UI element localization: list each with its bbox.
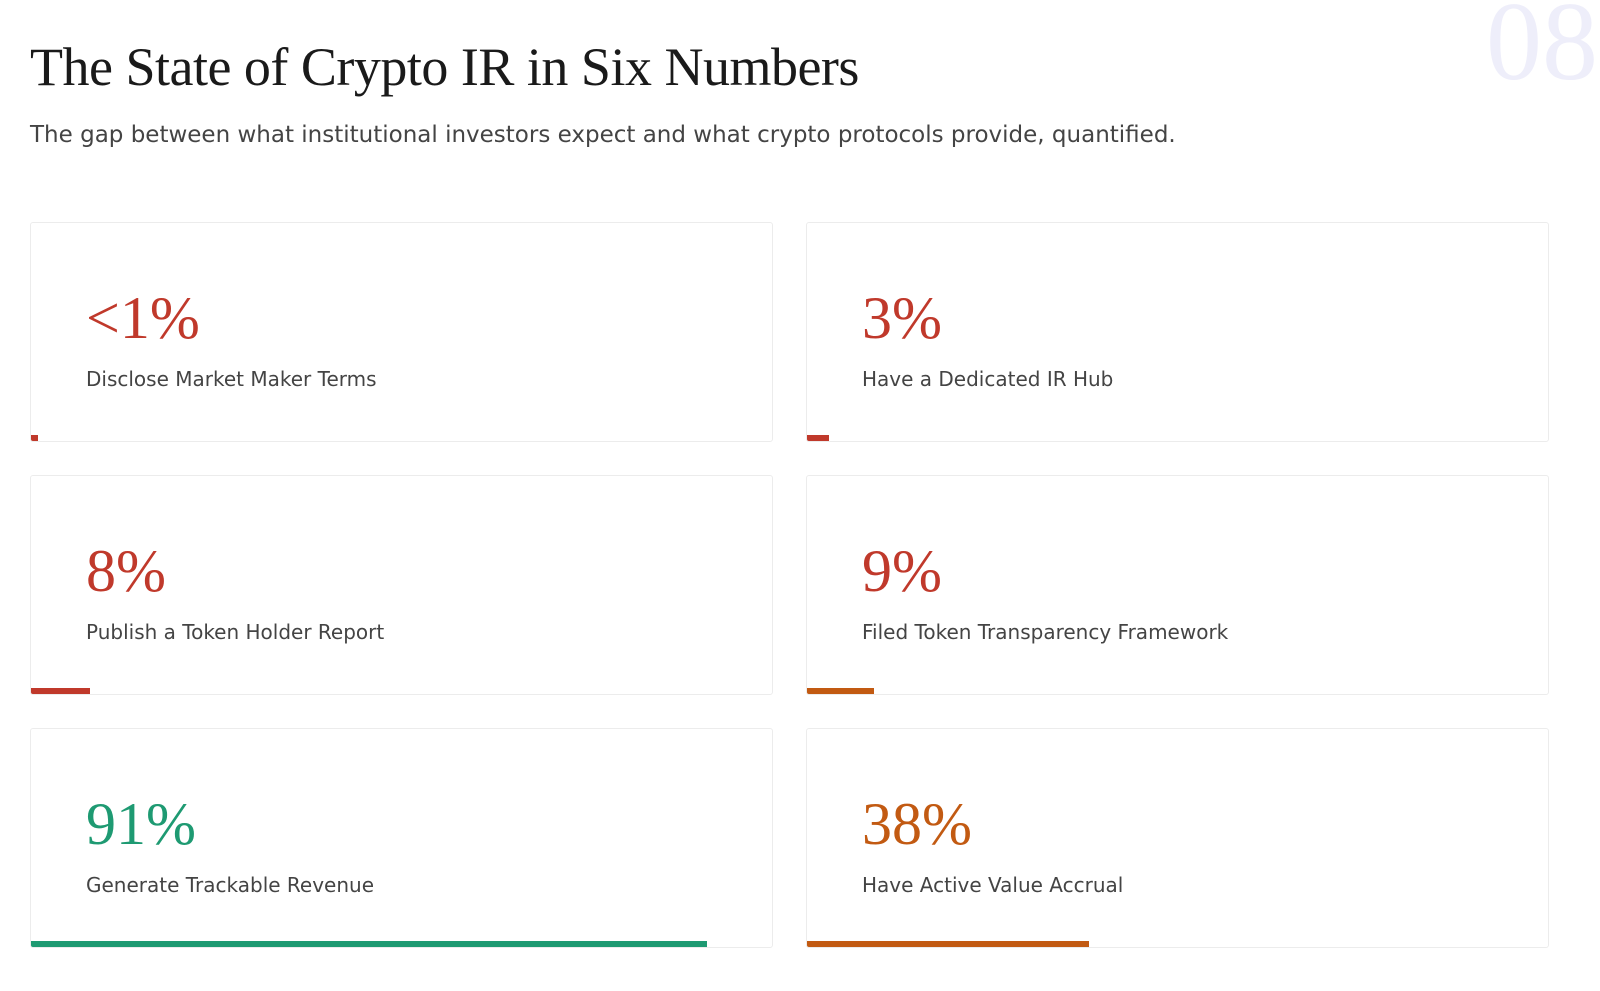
stat-label: Have Active Value Accrual [862, 873, 1124, 897]
progress-bar [807, 688, 874, 694]
stat-label: Have a Dedicated IR Hub [862, 367, 1114, 391]
stat-card: 38% Have Active Value Accrual [806, 728, 1549, 948]
progress-bar [807, 435, 830, 441]
stat-value: 9% [862, 538, 942, 604]
stat-card: 8% Publish a Token Holder Report [30, 475, 773, 695]
stat-card: 91% Generate Trackable Revenue [30, 728, 773, 948]
stat-label: Filed Token Transparency Framework [862, 620, 1229, 644]
progress-bar [31, 688, 91, 694]
page-number: 08 [1486, 0, 1598, 104]
stat-card: <1% Disclose Market Maker Terms [30, 222, 773, 442]
stat-card: 9% Filed Token Transparency Framework [806, 475, 1549, 695]
stat-value: 38% [862, 791, 972, 857]
stat-label: Publish a Token Holder Report [86, 620, 385, 644]
subtitle: The gap between what institutional inves… [30, 122, 1176, 148]
stat-card: 3% Have a Dedicated IR Hub [806, 222, 1549, 442]
stat-label: Generate Trackable Revenue [86, 873, 375, 897]
stat-label: Disclose Market Maker Terms [86, 367, 377, 391]
progress-bar [31, 941, 708, 947]
title: The State of Crypto IR in Six Numbers [30, 37, 859, 97]
stat-value: 91% [86, 791, 196, 857]
stat-value: <1% [86, 285, 200, 351]
stat-value: 3% [862, 285, 942, 351]
stat-value: 8% [86, 538, 166, 604]
progress-bar [31, 435, 39, 441]
progress-bar [807, 941, 1090, 947]
